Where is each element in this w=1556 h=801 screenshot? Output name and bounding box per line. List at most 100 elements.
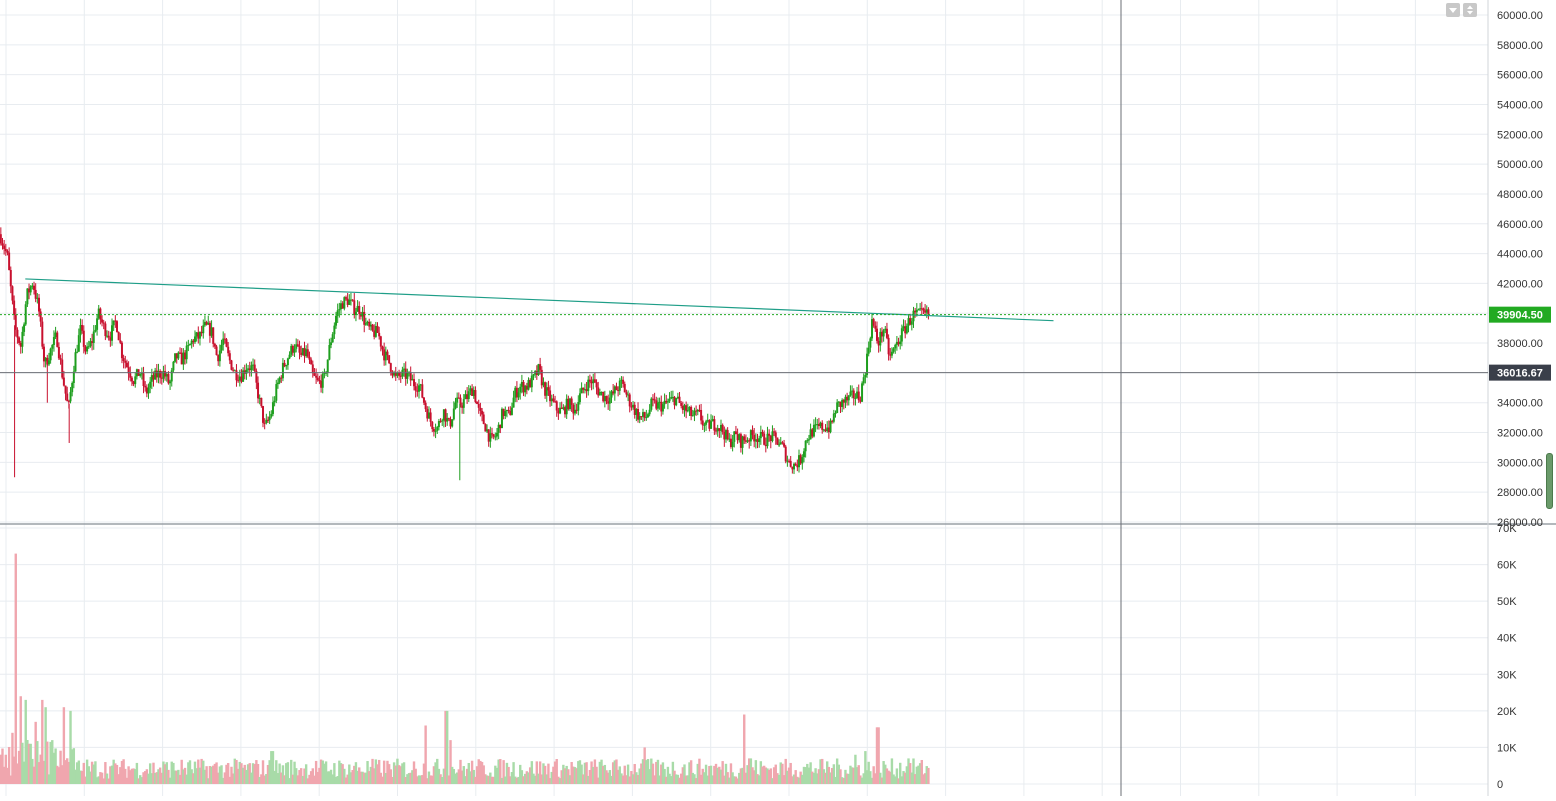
candle-body <box>708 420 711 429</box>
volume-bar <box>183 767 187 784</box>
candle-body <box>791 466 794 470</box>
candle-body <box>434 430 437 432</box>
price-tick-label: 28000.00 <box>1497 487 1543 499</box>
volume-bar <box>679 773 683 784</box>
candle-body <box>152 375 155 380</box>
volume-bar <box>779 762 782 784</box>
candle-body <box>678 396 681 403</box>
candle-body <box>320 380 323 388</box>
volume-bar <box>436 758 439 784</box>
scale-scrollbar-handle[interactable] <box>1546 453 1553 509</box>
volume-bar <box>651 763 655 784</box>
candle-body <box>217 355 220 362</box>
volume-bar <box>913 774 917 784</box>
candle-body <box>426 409 429 419</box>
volume-bar <box>844 769 847 784</box>
candle-body <box>695 410 698 412</box>
volume-bar <box>480 761 484 784</box>
candle-body <box>286 358 289 366</box>
volume-bar <box>351 770 354 784</box>
candle-body <box>305 349 308 357</box>
candle-body <box>632 404 635 408</box>
candle-body <box>195 332 198 337</box>
volume-bar <box>90 761 94 784</box>
price-tick-label: 52000.00 <box>1497 129 1543 141</box>
candle-body <box>661 404 664 412</box>
volume-bar <box>701 768 704 784</box>
candle-body <box>766 433 769 447</box>
candle-body <box>749 430 752 442</box>
volume-bar <box>688 762 691 784</box>
candle-body <box>336 310 339 316</box>
volume-bar <box>203 769 207 784</box>
volume-bar <box>729 763 733 784</box>
candle-body <box>592 379 595 384</box>
volume-bar <box>446 710 449 784</box>
trendline[interactable] <box>25 278 1054 322</box>
volume-bar <box>535 761 539 784</box>
candle-body <box>733 431 736 442</box>
candle-body <box>386 351 389 356</box>
candle-body <box>887 337 890 355</box>
candle-body <box>162 371 165 379</box>
candle-body <box>660 401 663 412</box>
candle-body <box>429 412 432 422</box>
volume-bar <box>334 776 338 784</box>
candle-body <box>469 388 472 392</box>
volume-bar <box>897 778 900 784</box>
candle-body <box>680 402 683 406</box>
candle-body <box>683 405 686 410</box>
candle-body <box>499 424 502 429</box>
volume-bar <box>839 769 842 784</box>
volume-bar <box>241 767 245 784</box>
volume-bar <box>499 759 502 784</box>
volume-bar <box>132 768 135 784</box>
volume-bar <box>698 758 701 784</box>
candle-body <box>228 353 231 361</box>
candle-body <box>72 371 75 384</box>
volume-bar <box>510 772 514 784</box>
candle-body <box>920 308 923 310</box>
volume-bar <box>512 762 515 784</box>
candle-body <box>150 375 153 382</box>
candle-body <box>381 346 384 350</box>
volume-bar <box>329 769 333 784</box>
candle-body <box>471 388 474 396</box>
volume-tick-label: 70K <box>1497 523 1517 535</box>
candle-body <box>573 409 576 414</box>
candle-body <box>618 380 621 391</box>
volume-bar <box>299 768 303 784</box>
candle-body <box>698 409 701 411</box>
candle-body <box>656 402 659 409</box>
volume-bar <box>626 764 630 784</box>
price-axis[interactable]: 60000.00 58000.00 56000.00 54000.00 52000.00… <box>1489 10 1551 791</box>
volume-bar <box>588 769 592 784</box>
up-down-arrows-icon[interactable] <box>1463 3 1477 17</box>
volume-bar <box>271 751 275 784</box>
volume-bar <box>751 767 754 784</box>
volume-bar <box>817 769 821 784</box>
volume-bar <box>75 762 79 784</box>
candle-body <box>610 391 613 398</box>
candle-body <box>316 377 319 381</box>
volume-bar <box>147 773 150 784</box>
volume-bar <box>794 770 797 784</box>
candle-body <box>600 391 603 393</box>
candle-body <box>696 409 699 412</box>
volume-bar <box>157 769 160 784</box>
volume-bar <box>24 699 27 784</box>
candle-body <box>447 418 450 420</box>
candle-body <box>33 285 36 290</box>
triangle-down-icon[interactable] <box>1446 3 1460 17</box>
volume-bar <box>95 777 99 784</box>
volume-bar <box>298 770 301 784</box>
volume-bar <box>439 774 442 784</box>
candle-body <box>555 401 558 411</box>
candle-body <box>296 344 299 347</box>
volume-bar <box>759 761 763 784</box>
volume-bar <box>369 766 373 784</box>
candle-body <box>175 353 178 359</box>
volume-bar <box>263 775 266 784</box>
